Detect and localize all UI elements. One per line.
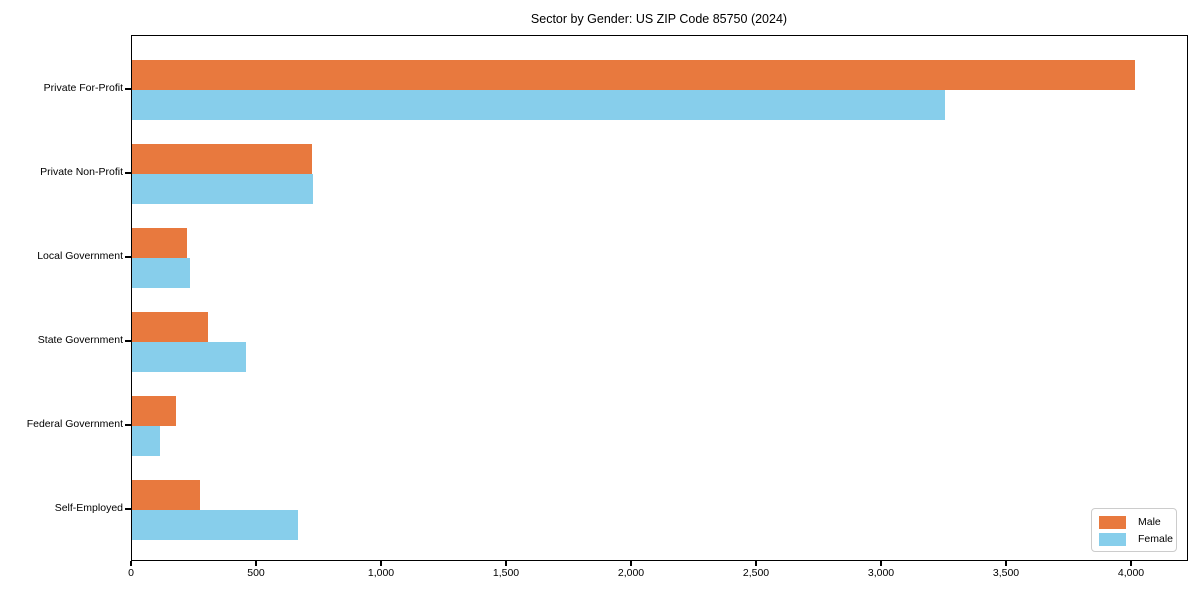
legend-item-female: Female [1099,532,1173,546]
x-tick-label: 1,000 [367,567,395,579]
y-tick-mark [125,340,131,342]
x-tick-label: 1,500 [492,567,520,579]
bar-male-1 [132,60,1135,90]
bar-female-5 [132,426,161,456]
x-tick-mark [505,560,507,566]
bar-male-6 [132,480,200,510]
x-tick-label: 2,500 [742,567,770,579]
x-tick-label: 3,500 [992,567,1020,579]
y-tick-label: Self-Employed [54,502,123,514]
legend-label-female: Female [1138,533,1174,545]
x-tick-mark [380,560,382,566]
y-tick-label: Private For-Profit [43,82,123,94]
bar-female-3 [132,258,191,288]
x-tick-mark [130,560,132,566]
y-tick-mark [125,508,131,510]
y-tick-mark [125,256,131,258]
chart-title: Sector by Gender: US ZIP Code 85750 (202… [530,12,788,26]
legend: Male Female [1091,508,1177,552]
y-tick-label: Private Non-Profit [40,166,123,178]
plot-area [131,35,1188,561]
bar-male-4 [132,312,208,342]
x-tick-mark [255,560,257,566]
legend-item-male: Male [1099,515,1168,529]
y-tick-label: Federal Government [26,418,123,430]
y-tick-mark [125,424,131,426]
female-swatch [1099,532,1126,546]
x-tick-mark [755,560,757,566]
x-tick-mark [880,560,882,566]
x-tick-label: 0 [128,567,134,579]
bar-female-1 [132,90,945,120]
x-tick-mark [1005,560,1007,566]
x-tick-label: 3,000 [867,567,895,579]
legend-label-male: Male [1138,516,1161,528]
bar-male-3 [132,228,187,258]
x-tick-label: 500 [247,567,265,579]
y-tick-mark [125,88,131,90]
bar-female-6 [132,510,298,540]
x-tick-mark [1130,560,1132,566]
y-tick-label: Local Government [37,250,123,262]
bar-female-4 [132,342,246,372]
y-tick-mark [125,172,131,174]
x-tick-label: 2,000 [617,567,645,579]
bar-male-5 [132,396,176,426]
x-tick-mark [630,560,632,566]
y-tick-label: State Government [37,334,123,346]
male-swatch [1099,515,1126,529]
bar-male-2 [132,144,312,174]
bar-female-2 [132,174,313,204]
x-tick-label: 4,000 [1117,567,1145,579]
